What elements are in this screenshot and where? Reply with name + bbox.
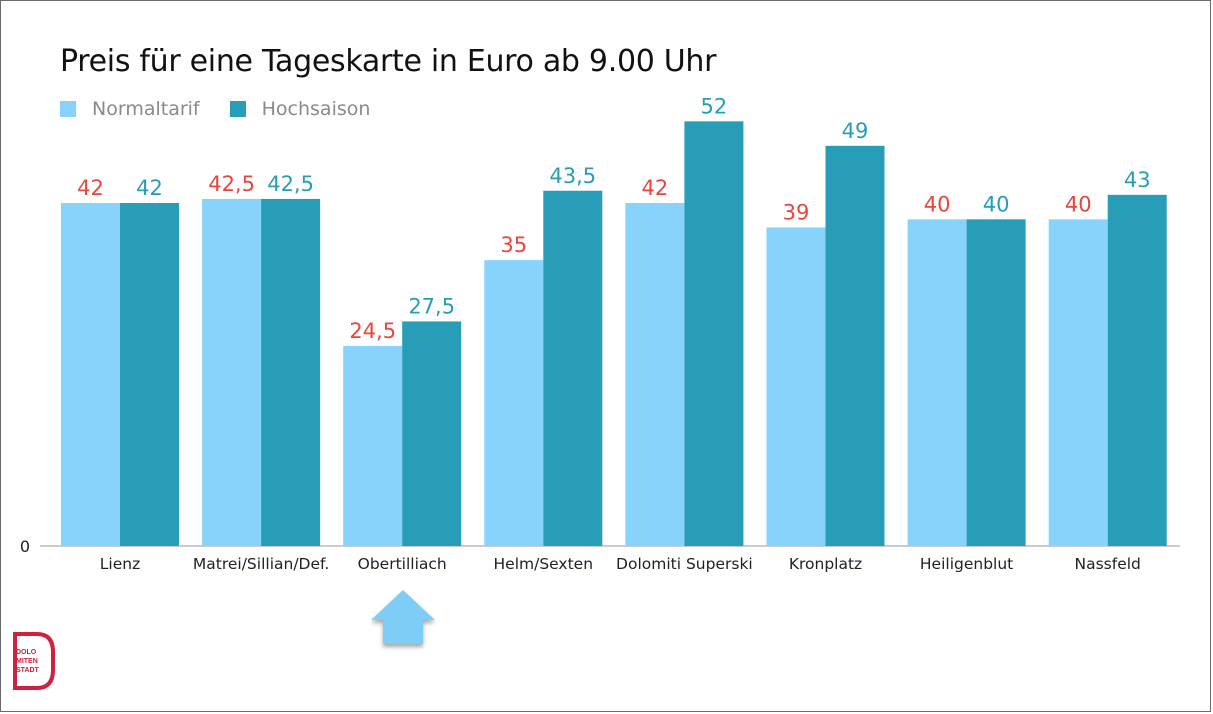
bar-hochsaison: [684, 121, 744, 546]
data-label-normaltarif: 42: [77, 176, 104, 200]
dolomitenstadt-logo: DOLO MITEN STADT: [13, 632, 55, 696]
data-label-normaltarif: 42,5: [208, 172, 255, 196]
speech-bubble-logo: DOLO MITEN STADT: [13, 632, 55, 690]
x-tick-label: Matrei/Sillian/Def.: [193, 555, 329, 573]
legend-swatch-hochsaison: [229, 101, 246, 117]
legend-swatch-normaltarif: [60, 101, 76, 117]
x-tick-label: Heiligenblut: [920, 555, 1013, 573]
legend-label-normaltarif: Normaltarif: [92, 98, 200, 120]
data-label-hochsaison: 27,5: [408, 294, 455, 318]
bar-normaltarif: [766, 227, 826, 546]
bar-hochsaison: [402, 321, 462, 546]
data-label-normaltarif: 39: [783, 201, 810, 225]
bar-normaltarif: [484, 260, 544, 546]
bar-hochsaison: [966, 219, 1026, 547]
bar-hochsaison: [825, 145, 885, 547]
data-label-normaltarif: 40: [1065, 192, 1092, 216]
svg-text:STADT: STADT: [16, 667, 40, 674]
data-label-hochsaison: 42,5: [267, 172, 314, 196]
bar-normaltarif: [343, 345, 403, 546]
data-label-hochsaison: 42: [136, 176, 163, 200]
bar-hochsaison: [1107, 194, 1167, 547]
chart-legend: Normaltarif Hochsaison: [60, 98, 400, 120]
legend-entry-normaltarif: Normaltarif: [60, 98, 200, 120]
x-tick-label: Kronplatz: [789, 555, 862, 573]
bar-normaltarif: [625, 203, 685, 546]
data-label-hochsaison: 49: [842, 119, 869, 143]
svg-text:DOLO: DOLO: [16, 649, 37, 656]
data-label-hochsaison: 52: [701, 94, 728, 118]
bar-hochsaison: [120, 203, 179, 546]
legend-entry-hochsaison: Hochsaison: [229, 98, 371, 120]
x-tick-label: Lienz: [100, 555, 140, 573]
data-label-hochsaison: 40: [983, 192, 1010, 216]
x-tick-label: Helm/Sexten: [494, 555, 594, 573]
x-tick-label: Nassfeld: [1075, 555, 1141, 573]
legend-label-hochsaison: Hochsaison: [261, 98, 371, 120]
data-label-normaltarif: 35: [500, 233, 527, 257]
bar-normaltarif: [61, 203, 120, 546]
svg-text:MITEN: MITEN: [16, 658, 38, 665]
bar-hochsaison: [543, 190, 603, 546]
data-label-hochsaison: 43: [1124, 168, 1151, 192]
data-label-hochsaison: 43,5: [549, 164, 596, 188]
x-tick-label: Dolomiti Superski: [616, 555, 753, 573]
bar-normaltarif: [907, 219, 967, 547]
x-tick-label: Obertilliach: [358, 555, 447, 573]
bar-normaltarif: [202, 198, 262, 546]
y-tick-label: 0: [20, 537, 30, 556]
data-label-normaltarif: 24,5: [349, 319, 396, 343]
up-arrow-icon: [371, 590, 435, 644]
data-label-normaltarif: 42: [642, 176, 669, 200]
bar-hochsaison: [261, 198, 321, 546]
data-label-normaltarif: 40: [924, 192, 951, 216]
bar-normaltarif: [1048, 219, 1108, 547]
chart-title: Preis für eine Tageskarte in Euro ab 9.0…: [60, 44, 717, 79]
